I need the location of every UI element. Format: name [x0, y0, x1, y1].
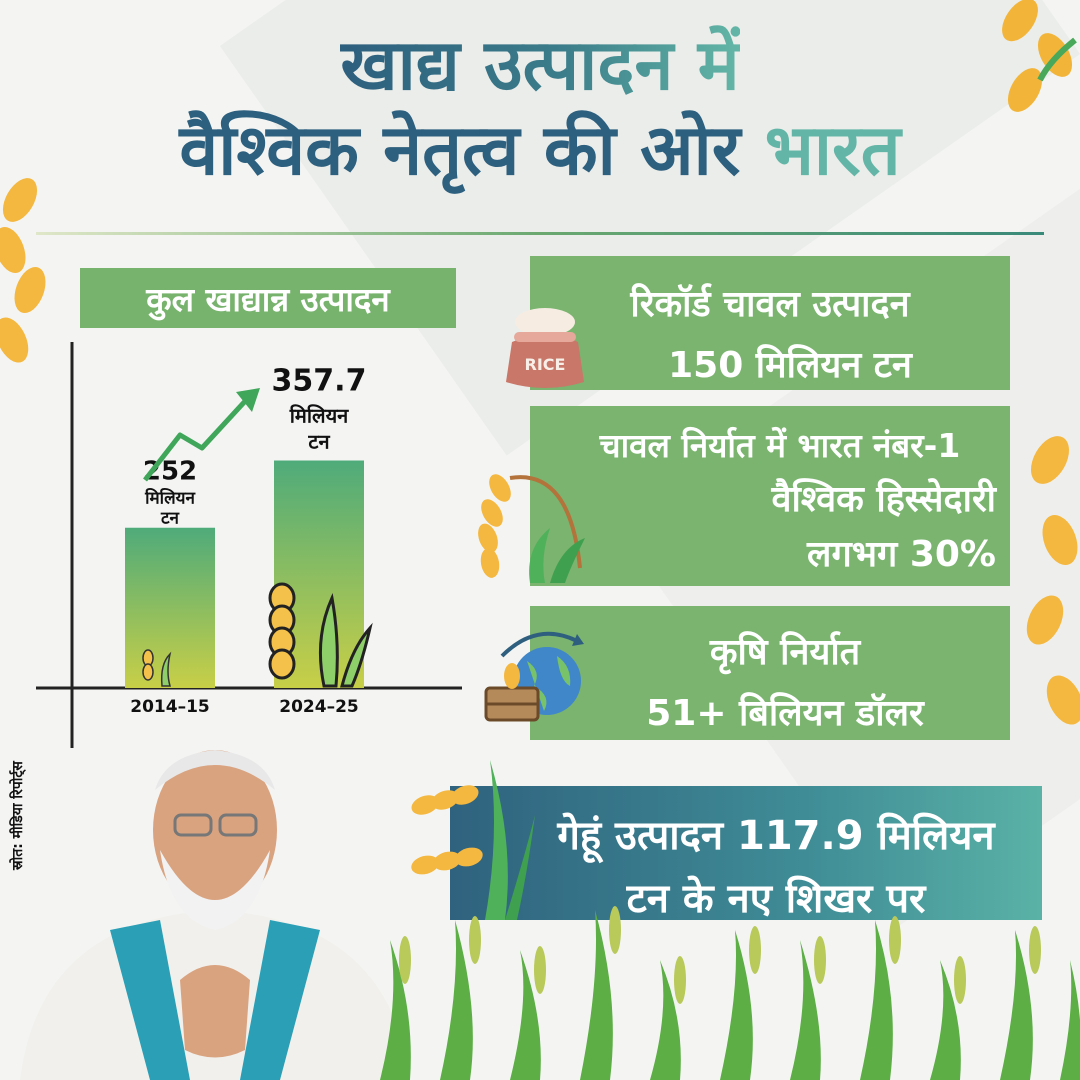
export-card-line3: लगभग 30%	[807, 534, 996, 575]
export-card-line1: चावल निर्यात में भारत नंबर-1	[599, 426, 961, 465]
wheat-decoration-top-right	[1002, 0, 1077, 112]
wheat-icon	[268, 582, 373, 688]
rice-export-card: चावल निर्यात में भारत नंबर-1 वैश्विक हिस…	[530, 406, 1010, 586]
globe-export-icon	[484, 631, 584, 722]
page-title-line2: वैश्विक नेतृत्व की ओर भारत	[0, 115, 1080, 185]
export-card-line2: वैश्विक हिस्सेदारी	[771, 479, 996, 520]
person-photo	[20, 750, 410, 1080]
wheat-card-line2: टन के नए शिखर पर	[626, 876, 926, 922]
unit-label: टन	[160, 509, 180, 529]
x-tick-label: 2024–25	[279, 697, 358, 717]
page-title-line2-part1: वैश्विक नेतृत्व की ओर	[179, 109, 741, 191]
unit-label: मिलियन	[144, 488, 195, 509]
wheat-decoration-left	[0, 178, 46, 363]
rice-plant-icon	[478, 474, 585, 583]
page-title-line1: खाद्य उत्पादन में	[340, 24, 740, 106]
chart-title: कुल खाद्यान्न उत्पादन	[80, 268, 456, 328]
rice-card-line1: रिकॉर्ड चावल उत्पादन	[630, 284, 910, 325]
grass-decoration	[380, 906, 1080, 1080]
trend-arrow	[143, 396, 250, 482]
data-label: 357.7	[272, 364, 367, 399]
agri-card-line2: 51+ बिलियन डॉलर	[646, 693, 924, 734]
agri-card-line1: कृषि निर्यात	[709, 632, 861, 673]
rice-sack-icon: RICE	[506, 308, 584, 388]
trend-arrow-head	[236, 388, 260, 412]
wheat-decoration-right	[1026, 436, 1080, 725]
page-title-line2-part2: भारत	[764, 109, 901, 191]
rice-card-line2: 150 मिलियन टन	[668, 345, 912, 386]
rice-production-card: रिकॉर्ड चावल उत्पादन 150 मिलियन टन	[530, 256, 1010, 390]
title-divider	[36, 232, 1044, 235]
wheat-card-line1: गेहूं उत्पादन 117.9 मिलियन	[557, 813, 995, 859]
grain-plant-icon	[142, 649, 172, 687]
rice-sack-label: RICE	[525, 355, 566, 374]
unit-label: टन	[307, 430, 330, 454]
agri-export-card: कृषि निर्यात 51+ बिलियन डॉलर	[530, 606, 1010, 740]
unit-label: मिलियन	[289, 404, 349, 428]
x-tick-label: 2014–15	[130, 697, 209, 717]
wheat-stalk-icon	[411, 760, 535, 920]
bar-2014–15	[125, 527, 215, 688]
wheat-production-card: गेहूं उत्पादन 117.9 मिलियन टन के नए शिखर…	[450, 786, 1042, 922]
